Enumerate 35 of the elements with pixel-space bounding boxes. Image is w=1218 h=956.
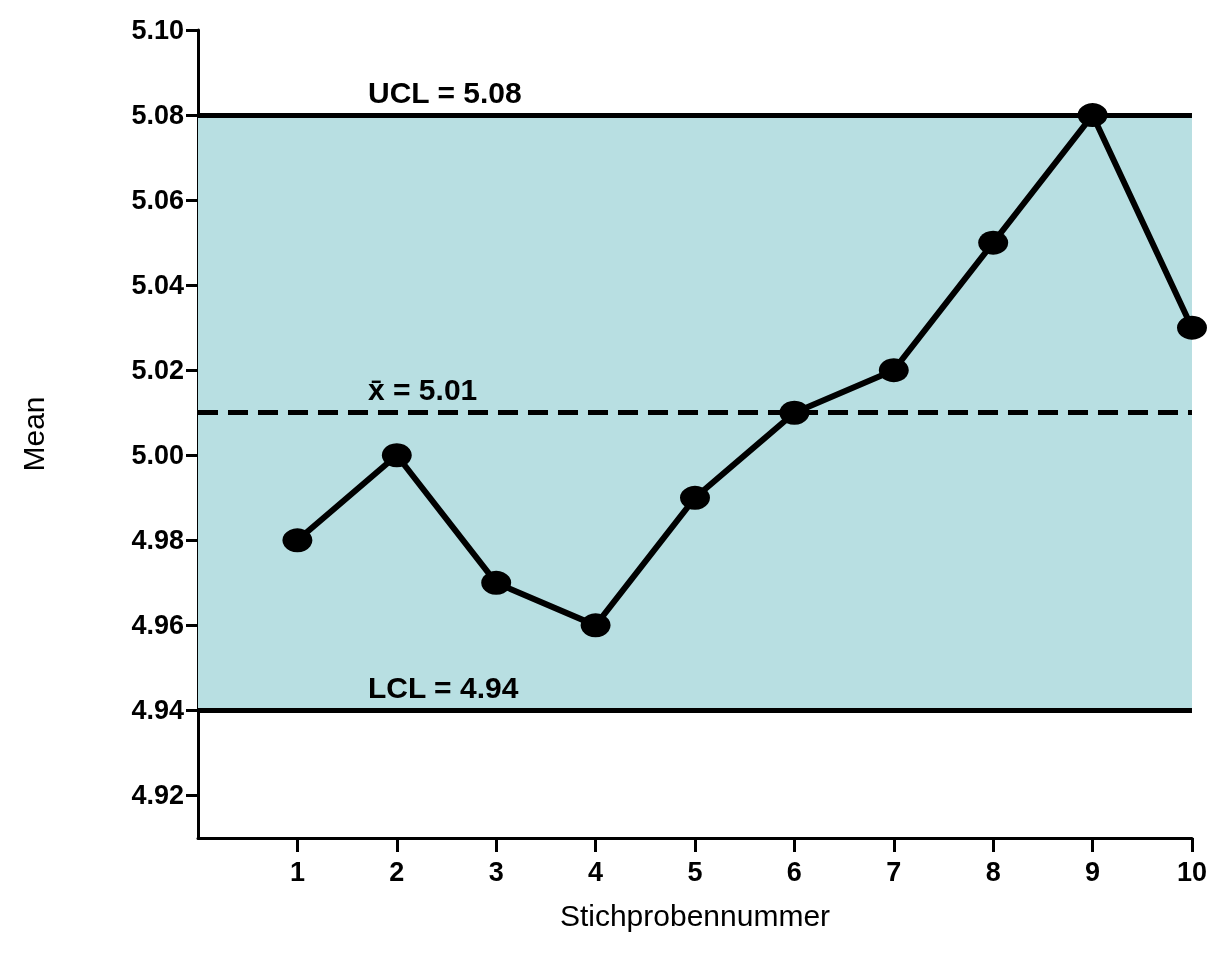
y-tick-label: 4.94 <box>131 695 184 726</box>
point <box>978 230 1009 255</box>
x-tick-label: 6 <box>786 856 802 887</box>
x-tick-label: 2 <box>389 856 405 887</box>
point <box>779 400 810 425</box>
x-tick-label: 4 <box>588 856 604 887</box>
ref-line-label: UCL = 5.08 <box>368 75 522 109</box>
y-tick-label: 5.10 <box>131 15 184 45</box>
point <box>1077 103 1108 128</box>
ref-line-label: x̄ = 5.01 <box>368 373 478 407</box>
y-tick-label: 4.96 <box>131 610 184 641</box>
y-axis-title: Mean <box>16 396 50 472</box>
point <box>1177 315 1207 340</box>
point <box>680 485 710 510</box>
x-tick-label: 3 <box>488 856 504 887</box>
point <box>282 528 313 553</box>
point <box>878 358 909 383</box>
x-tick-label: 1 <box>289 856 305 887</box>
point <box>580 613 611 638</box>
y-tick-label: 5.08 <box>131 100 184 131</box>
point <box>381 443 412 468</box>
x-tick-label: 7 <box>886 856 902 887</box>
ref-line-label: LCL = 4.94 <box>368 670 519 704</box>
x-tick-label: 10 <box>1176 856 1208 887</box>
y-tick-label: 5.06 <box>131 185 184 216</box>
x-axis-title: Stichprobennummer <box>559 898 831 932</box>
x-tick-label: 5 <box>687 856 703 887</box>
y-tick-label: 5.04 <box>131 270 184 301</box>
y-tick-label: 5.02 <box>131 355 184 386</box>
x-tick-label: 8 <box>985 856 1001 887</box>
x-tick-label: 9 <box>1085 856 1101 887</box>
y-tick-label: 4.98 <box>131 525 184 556</box>
y-tick-label: 5.00 <box>131 440 184 471</box>
y-tick-label: 4.92 <box>131 780 184 811</box>
point <box>481 570 512 595</box>
